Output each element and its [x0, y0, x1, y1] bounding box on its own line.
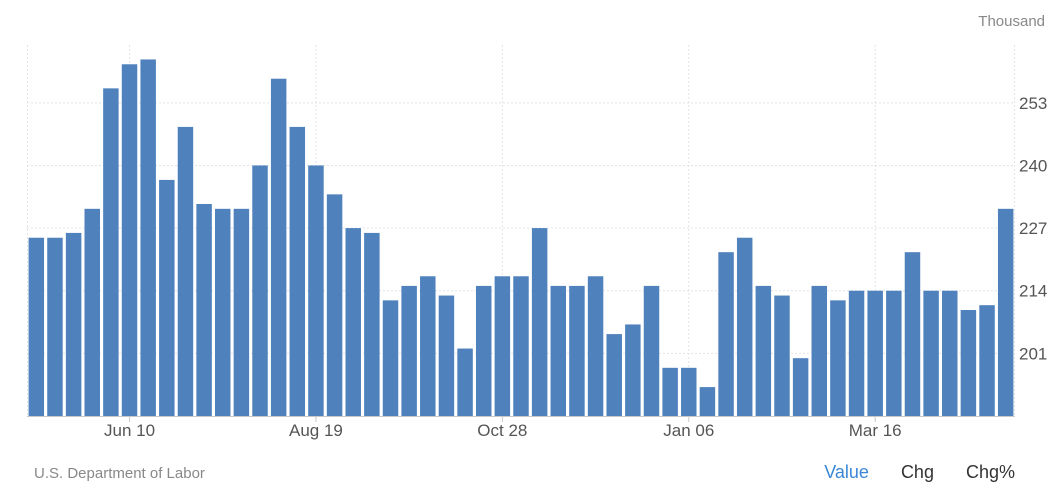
x-tick-label: Aug 19	[289, 421, 343, 440]
bar[interactable]	[121, 64, 138, 416]
bar[interactable]	[848, 290, 865, 416]
x-tick-label: Oct 28	[477, 421, 527, 440]
bar[interactable]	[643, 285, 660, 416]
y-axis-ticks: 201 214 227 240 253	[1019, 94, 1047, 364]
bar[interactable]	[252, 165, 268, 416]
bar[interactable]	[923, 290, 939, 416]
unit-label: Thousand	[978, 13, 1045, 30]
bar[interactable]	[942, 290, 958, 416]
bar[interactable]	[457, 348, 473, 416]
bar[interactable]	[364, 232, 380, 416]
y-tick-label: 240	[1019, 156, 1047, 175]
bar[interactable]	[774, 295, 790, 416]
bar[interactable]	[625, 324, 641, 416]
x-axis-ticks: Jun 10 Aug 19 Oct 28 Jan 06 Mar 16	[27, 416, 1015, 440]
bar[interactable]	[755, 285, 772, 416]
tab-chg[interactable]: Chg	[900, 462, 934, 482]
bar[interactable]	[997, 208, 1014, 416]
bar[interactable]	[606, 334, 622, 416]
bar[interactable]	[177, 126, 194, 416]
bar[interactable]	[699, 387, 716, 416]
x-tick-label: Mar 16	[849, 421, 902, 440]
bar[interactable]	[979, 305, 995, 416]
y-tick-label: 201	[1019, 344, 1047, 363]
bar[interactable]	[662, 367, 678, 416]
bar[interactable]	[159, 179, 175, 416]
bar[interactable]	[214, 208, 231, 416]
bar[interactable]	[270, 78, 287, 417]
bar-series	[28, 59, 1014, 417]
bar[interactable]	[587, 276, 604, 416]
bar[interactable]	[65, 232, 82, 416]
bar[interactable]	[438, 295, 455, 416]
bar[interactable]	[475, 285, 492, 416]
bar[interactable]	[140, 59, 156, 417]
bar[interactable]	[550, 285, 567, 416]
bar[interactable]	[531, 228, 548, 416]
bar[interactable]	[103, 88, 119, 416]
y-tick-label: 253	[1019, 94, 1047, 113]
tab-value[interactable]: Value	[824, 462, 869, 482]
bar[interactable]	[811, 285, 828, 416]
view-tabs: Value Chg Chg%	[824, 462, 1015, 483]
bar[interactable]	[233, 208, 250, 416]
bar[interactable]	[420, 276, 436, 416]
bar[interactable]	[867, 290, 883, 416]
bar[interactable]	[84, 208, 100, 416]
bar[interactable]	[308, 165, 324, 416]
bar[interactable]	[401, 285, 417, 416]
tab-chg-pct[interactable]: Chg%	[965, 462, 1015, 482]
bar[interactable]	[382, 300, 399, 416]
bar[interactable]	[736, 237, 753, 416]
source-label: U.S. Department of Labor	[34, 465, 205, 482]
bar[interactable]	[513, 276, 529, 416]
bar[interactable]	[289, 126, 306, 416]
bar[interactable]	[28, 237, 45, 416]
x-tick-label: Jan 06	[663, 421, 714, 440]
y-tick-label: 214	[1019, 282, 1047, 301]
bar[interactable]	[960, 310, 977, 416]
bar[interactable]	[494, 276, 511, 416]
bar[interactable]	[792, 358, 809, 416]
bar[interactable]	[47, 237, 63, 416]
bar[interactable]	[681, 367, 697, 416]
bar[interactable]	[196, 204, 212, 416]
bar[interactable]	[569, 285, 585, 416]
bar[interactable]	[886, 290, 902, 416]
y-tick-label: 227	[1019, 219, 1047, 238]
bar[interactable]	[345, 228, 361, 416]
x-tick-label: Jun 10	[104, 421, 155, 440]
bar[interactable]	[326, 194, 343, 416]
bar[interactable]	[718, 252, 734, 416]
bar[interactable]	[904, 252, 921, 416]
bar[interactable]	[830, 300, 846, 416]
